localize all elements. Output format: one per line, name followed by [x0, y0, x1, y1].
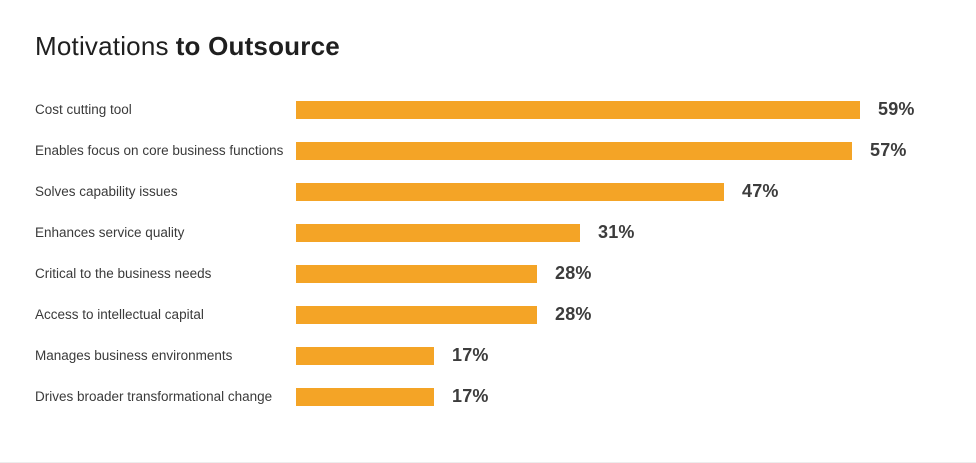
bar-row: Critical to the business needs 28%	[35, 253, 955, 294]
bar-row: Access to intellectual capital 28%	[35, 294, 955, 335]
bar-label: Access to intellectual capital	[35, 306, 204, 322]
bar-value-label: 28%	[555, 263, 592, 283]
bar-value-label: 59%	[878, 99, 915, 119]
bar-label: Enables focus on core business functions	[35, 142, 284, 158]
bar	[296, 100, 860, 119]
bar-value-label: 17%	[452, 345, 489, 365]
bar-row: Drives broader transformational change 17…	[35, 376, 955, 417]
bar-row: Cost cutting tool 59%	[35, 89, 955, 130]
bar-label: Solves capability issues	[35, 183, 178, 199]
bar-label: Cost cutting tool	[35, 101, 132, 117]
bar	[296, 182, 724, 201]
bar-row: Solves capability issues 47%	[35, 171, 955, 212]
bar-label: Manages business environments	[35, 347, 233, 363]
bar-value-label: 17%	[452, 386, 489, 406]
bar-row: Enables focus on core business functions…	[35, 130, 955, 171]
bar-chart: Cost cutting tool 59% Enables focus on cor…	[35, 89, 955, 417]
bar	[296, 346, 434, 365]
bar-row: Manages business environments 17%	[35, 335, 955, 376]
bar-value-label: 47%	[742, 181, 779, 201]
bar-value-label: 57%	[870, 140, 907, 160]
bar	[296, 305, 537, 324]
bar-label: Enhances service quality	[35, 224, 185, 240]
bar-label: Drives broader transformational change	[35, 388, 273, 404]
bar-label: Critical to the business needs	[35, 265, 212, 281]
chart-title-bold: to Outsource	[175, 31, 340, 61]
bar-value-label: 31%	[598, 222, 635, 242]
bar-row: Enhances service quality 31%	[35, 212, 955, 253]
bar	[296, 387, 434, 406]
bar	[296, 264, 537, 283]
bar-value-label: 28%	[555, 304, 592, 324]
bar	[296, 223, 580, 242]
chart-title: Motivations to Outsource	[35, 30, 340, 62]
bar	[296, 141, 852, 160]
chart-title-regular: Motivations	[35, 31, 169, 61]
